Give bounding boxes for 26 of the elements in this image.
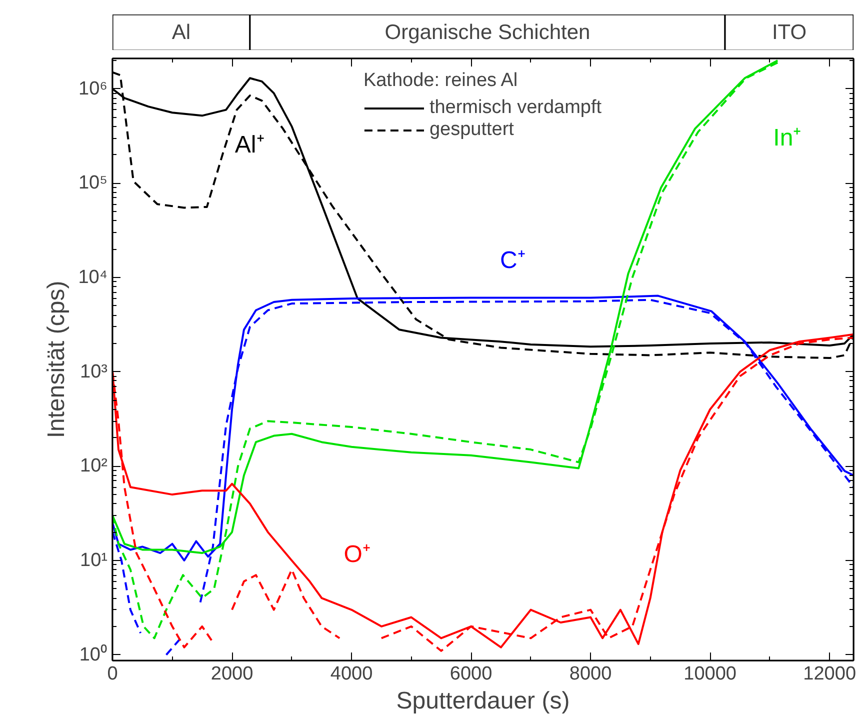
x-tick-label: 2000 — [210, 664, 254, 684]
x-tick-label: 4000 — [330, 664, 373, 684]
legend-label: gesputtert — [429, 119, 514, 141]
annotation: O⁺ — [344, 540, 370, 568]
band-label: Al — [172, 21, 191, 44]
band-label: Organische Schichten — [384, 21, 590, 44]
legend-label: thermisch verdampft — [429, 97, 602, 119]
y-tick-label: 10⁴ — [78, 267, 108, 288]
y-tick-label: 10⁵ — [78, 172, 108, 194]
x-tick-label: 0 — [107, 664, 118, 684]
legend-title: Kathode: reines Al — [363, 70, 519, 92]
x-axis-title: Sputterdauer (s) — [396, 688, 570, 714]
y-tick-label: 10¹ — [80, 550, 108, 571]
x-tick-label: 10000 — [684, 664, 737, 684]
y-tick-label: 10² — [80, 456, 108, 477]
x-tick-label: 12000 — [803, 664, 856, 684]
y-tick-label: 10⁰ — [79, 643, 108, 666]
x-tick-label: 8000 — [569, 664, 612, 684]
annotation: C⁺ — [500, 246, 526, 274]
annotation: In⁺ — [773, 124, 802, 152]
y-tick-label: 10⁶ — [78, 78, 108, 100]
band-label: ITO — [772, 21, 807, 44]
x-tick-label: 6000 — [450, 664, 492, 684]
y-axis-title: Intensität (cps) — [43, 280, 70, 438]
annotation: Al⁺ — [234, 132, 264, 159]
y-tick-label: 10³ — [80, 361, 108, 382]
